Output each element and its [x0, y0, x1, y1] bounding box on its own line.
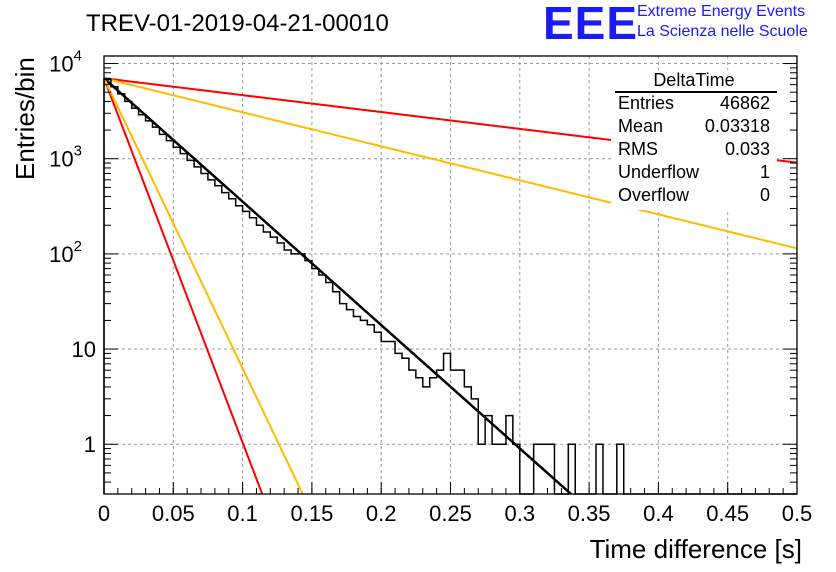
- logo-line-2: La Scienza nelle Scuole: [637, 23, 808, 40]
- x-tick-label: 0.35: [568, 501, 611, 526]
- x-tick-label: 0.5: [782, 501, 813, 526]
- stats-box: DeltaTime Entries 46862 Mean 0.03318 RMS…: [611, 70, 777, 210]
- chart-title: TREV-01-2019-04-21-00010: [86, 10, 389, 37]
- stats-row-mean: Mean 0.03318: [618, 116, 770, 138]
- stats-label: Overflow: [618, 185, 690, 205]
- stats-value: 46862: [719, 93, 770, 113]
- histogram-outline: [103, 78, 797, 495]
- stats-row-rms: RMS 0.033: [618, 139, 770, 161]
- y-axis-label: Entries/bin: [10, 57, 40, 180]
- histogram: [103, 78, 797, 495]
- y-tick-exponent: 4: [74, 48, 82, 65]
- x-tick-label: 0.4: [643, 501, 674, 526]
- stats-label: Entries: [618, 93, 675, 113]
- x-tick-label: 0: [98, 501, 110, 526]
- stats-divider: [615, 91, 777, 93]
- stats-row-entries: Entries 46862: [618, 93, 770, 115]
- fit-curve: [103, 77, 798, 250]
- stats-value: 1: [759, 162, 770, 182]
- x-tick-label: 0.3: [505, 501, 536, 526]
- y-tick-label: 102: [49, 238, 82, 267]
- stats-label: Underflow: [618, 162, 700, 182]
- fit-curve: [103, 77, 264, 495]
- eee-logo: EEE: [543, 0, 639, 49]
- stats-value: 0: [759, 185, 770, 205]
- x-axis-label: Time difference [s]: [589, 534, 802, 564]
- y-tick-label: 104: [49, 48, 82, 77]
- stats-label: Mean: [618, 116, 664, 136]
- x-tick-label: 0.05: [152, 501, 195, 526]
- y-tick-labels: 1 10 102 103 104: [49, 48, 96, 458]
- logo-line-1: Extreme Energy Events: [637, 3, 806, 20]
- fit-curve: [103, 77, 572, 495]
- x-tick-label: 0.1: [227, 501, 258, 526]
- stats-label: RMS: [618, 139, 658, 159]
- axis-ticks: [103, 63, 798, 495]
- x-tick-labels: 0 0.05 0.1 0.15 0.2 0.25 0.3 0.35 0.4 0.45 0.5: [98, 501, 812, 526]
- stats-value: 0.03318: [704, 116, 770, 136]
- x-tick-label: 0.15: [290, 501, 333, 526]
- stats-row-underflow: Underflow 1: [618, 162, 770, 184]
- x-tick-label: 0.45: [706, 501, 749, 526]
- y-tick-label: 103: [49, 143, 82, 172]
- y-tick-label: 10: [72, 337, 96, 362]
- y-tick-exponent: 3: [74, 143, 82, 160]
- stats-value: 0.033: [724, 139, 770, 159]
- y-tick-exponent: 2: [74, 238, 82, 255]
- fit-curve: [103, 77, 304, 495]
- stats-title: DeltaTime: [653, 70, 735, 90]
- x-tick-label: 0.2: [366, 501, 397, 526]
- stats-row-overflow: Overflow 0: [618, 185, 770, 207]
- y-tick-label: 1: [84, 432, 96, 457]
- x-tick-label: 0.25: [429, 501, 472, 526]
